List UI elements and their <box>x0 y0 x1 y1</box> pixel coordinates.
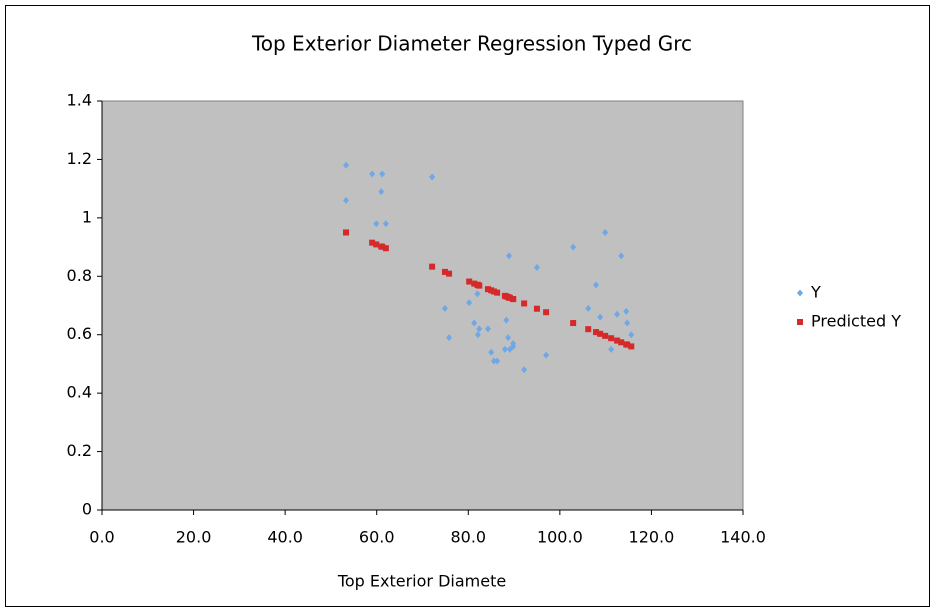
point <box>488 348 495 356</box>
legend-marker <box>797 319 803 325</box>
point <box>429 173 436 181</box>
point <box>343 196 350 204</box>
point <box>474 281 481 288</box>
y-tick-label: 1 <box>82 207 92 226</box>
y-tick-label: 0.2 <box>67 441 92 460</box>
point <box>623 307 630 315</box>
point <box>373 220 380 228</box>
point <box>466 299 473 307</box>
point <box>379 170 386 178</box>
point <box>608 335 615 342</box>
point <box>533 305 540 312</box>
legend-label: Predicted Y <box>811 312 901 331</box>
x-tick-label: 80.0 <box>450 528 486 547</box>
point <box>494 289 501 296</box>
point <box>471 319 478 327</box>
legend-label: Y <box>810 283 821 302</box>
point <box>570 320 577 327</box>
point <box>476 325 483 333</box>
point <box>474 331 481 339</box>
point <box>343 161 350 169</box>
point <box>521 300 528 307</box>
point <box>503 316 510 324</box>
point <box>378 243 385 250</box>
point <box>505 334 512 342</box>
point <box>506 294 513 301</box>
y-tick-label: 1.4 <box>67 91 92 110</box>
point <box>506 252 513 260</box>
y-tick-label: 0 <box>82 500 92 519</box>
point <box>628 343 635 350</box>
point <box>378 188 385 196</box>
point <box>624 341 631 348</box>
y-tick-label: 0.6 <box>67 324 92 343</box>
point <box>570 243 577 251</box>
point <box>602 228 609 236</box>
x-tick-label: 0.0 <box>89 528 114 547</box>
point <box>593 281 600 289</box>
point <box>501 345 508 353</box>
x-tick-label: 120.0 <box>629 528 675 547</box>
legend-marker <box>797 289 803 297</box>
point <box>343 229 350 236</box>
x-axis-title: Top Exterior Diamete <box>337 572 506 591</box>
point <box>490 288 497 295</box>
point <box>602 332 609 339</box>
chart-title: Top Exterior Diameter Regression Typed G… <box>251 32 692 56</box>
point <box>441 304 448 312</box>
point <box>446 334 453 342</box>
point <box>466 278 473 285</box>
point <box>510 339 517 347</box>
point <box>369 170 376 178</box>
point <box>543 309 550 316</box>
point <box>382 245 389 252</box>
plot-area <box>101 100 744 511</box>
x-tick-label: 40.0 <box>267 528 303 547</box>
point <box>597 313 604 321</box>
point <box>585 304 592 312</box>
point <box>506 345 513 353</box>
point <box>614 337 621 344</box>
point <box>373 241 380 248</box>
point <box>608 345 615 353</box>
point <box>543 351 550 359</box>
point <box>382 220 389 228</box>
point <box>628 331 635 339</box>
point <box>521 366 528 374</box>
point <box>484 286 491 293</box>
y-tick-label: 0.4 <box>67 383 92 402</box>
point <box>624 319 631 327</box>
point <box>446 270 453 277</box>
point <box>441 268 448 275</box>
point <box>369 239 376 246</box>
point <box>585 326 592 333</box>
point <box>618 252 625 260</box>
point <box>510 296 517 303</box>
y-tick-label: 0.8 <box>67 266 92 285</box>
point <box>618 339 625 346</box>
point <box>474 290 481 298</box>
point <box>429 263 436 270</box>
point <box>494 357 501 365</box>
x-tick-label: 100.0 <box>537 528 583 547</box>
point <box>484 325 491 333</box>
point <box>614 310 621 318</box>
x-tick-label: 60.0 <box>359 528 395 547</box>
point <box>533 264 540 272</box>
point <box>471 280 478 287</box>
point <box>490 357 497 365</box>
x-tick-label: 140.0 <box>720 528 766 547</box>
point <box>593 329 600 336</box>
point <box>597 330 604 337</box>
y-tick-label: 1.2 <box>67 149 92 168</box>
x-tick-label: 20.0 <box>176 528 212 547</box>
